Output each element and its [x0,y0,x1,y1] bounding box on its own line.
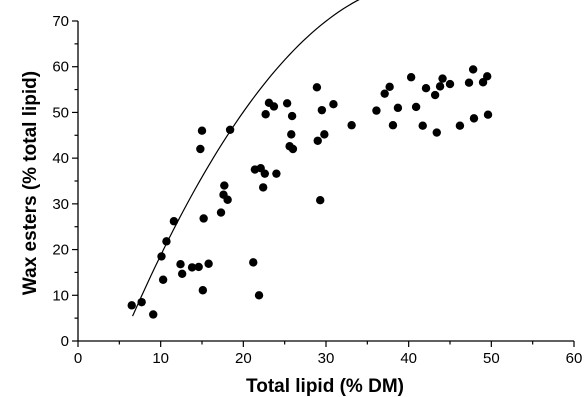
data-point-42 [347,121,356,130]
data-point-4 [158,275,168,284]
data-point-45 [385,82,394,92]
y-axis-title: Wax esters (% total lipid) [20,71,41,295]
data-point-39 [317,105,327,115]
y-tick-label-30: 30 [52,196,69,213]
data-point-49 [411,102,421,112]
data-point-9 [187,263,197,272]
data-point-1 [137,297,146,307]
x-tick-label-60: 60 [566,350,583,367]
data-point-33 [287,130,296,139]
data-point-34 [287,111,297,121]
data-point-36 [312,83,322,92]
data-point-44 [380,89,389,98]
data-point-37 [313,136,322,145]
data-point-61 [478,78,488,87]
y-tick-label-0: 0 [61,333,69,350]
data-point-11 [196,144,205,154]
data-point-60 [469,114,479,123]
fit-curve [132,0,360,317]
data-point-53 [432,128,441,137]
data-point-41 [329,100,338,109]
data-point-56 [445,79,455,89]
y-tick-label-60: 60 [52,59,69,76]
data-point-40 [320,130,329,139]
data-point-38 [316,196,325,205]
data-point-57 [455,121,465,130]
y-axis-ticks: 0 10 20 30 40 50 60 70 [52,13,78,350]
data-point-51 [421,84,431,93]
x-tick-label-30: 30 [318,350,335,367]
data-point-16 [216,208,226,217]
data-point-55 [438,74,447,83]
data-point-35 [288,144,298,154]
data-point-26 [260,169,270,178]
x-tick-label-20: 20 [235,350,252,367]
data-point-30 [272,169,281,178]
data-point-19 [223,195,232,204]
data-point-23 [254,291,264,300]
x-tick-label-0: 0 [74,350,82,367]
data-point-48 [406,73,416,82]
data-point-20 [225,125,235,134]
data-point-52 [430,90,440,100]
data-point-5 [162,237,171,246]
y-tick-label-70: 70 [52,13,69,30]
data-point-0 [127,301,136,310]
data-point-43 [372,106,381,115]
data-point-46 [388,121,398,130]
y-tick-label-50: 50 [52,104,69,121]
data-point-29 [269,102,279,111]
data-point-2 [149,310,158,319]
data-point-47 [393,103,403,113]
data-point-18 [220,181,229,190]
data-point-14 [199,214,208,223]
data-point-7 [176,260,185,269]
data-point-13 [198,286,208,295]
data-point-59 [468,65,478,74]
data-point-12 [197,126,207,135]
chart-axes [77,21,574,342]
y-tick-label-40: 40 [52,150,69,167]
data-point-25 [258,183,268,192]
y-tick-label-10: 10 [52,287,69,304]
x-axis-ticks: 0 10 20 30 40 50 60 [74,341,583,367]
data-point-21 [249,258,258,267]
data-point-50 [418,121,427,130]
data-point-63 [483,110,493,119]
x-axis-title: Total lipid (% DM) [246,376,404,397]
data-point-27 [261,110,270,119]
data-point-54 [435,82,445,91]
data-point-58 [464,78,474,87]
data-point-3 [157,252,166,261]
data-point-10 [194,262,203,272]
x-tick-label-50: 50 [483,350,500,367]
data-points [127,65,493,319]
data-point-15 [204,259,213,268]
y-tick-label-20: 20 [52,242,69,259]
data-point-6 [169,217,179,226]
data-point-8 [177,269,187,278]
x-tick-label-10: 10 [152,350,169,367]
data-point-62 [483,72,492,81]
x-tick-label-40: 40 [400,350,417,367]
data-point-31 [282,99,292,108]
